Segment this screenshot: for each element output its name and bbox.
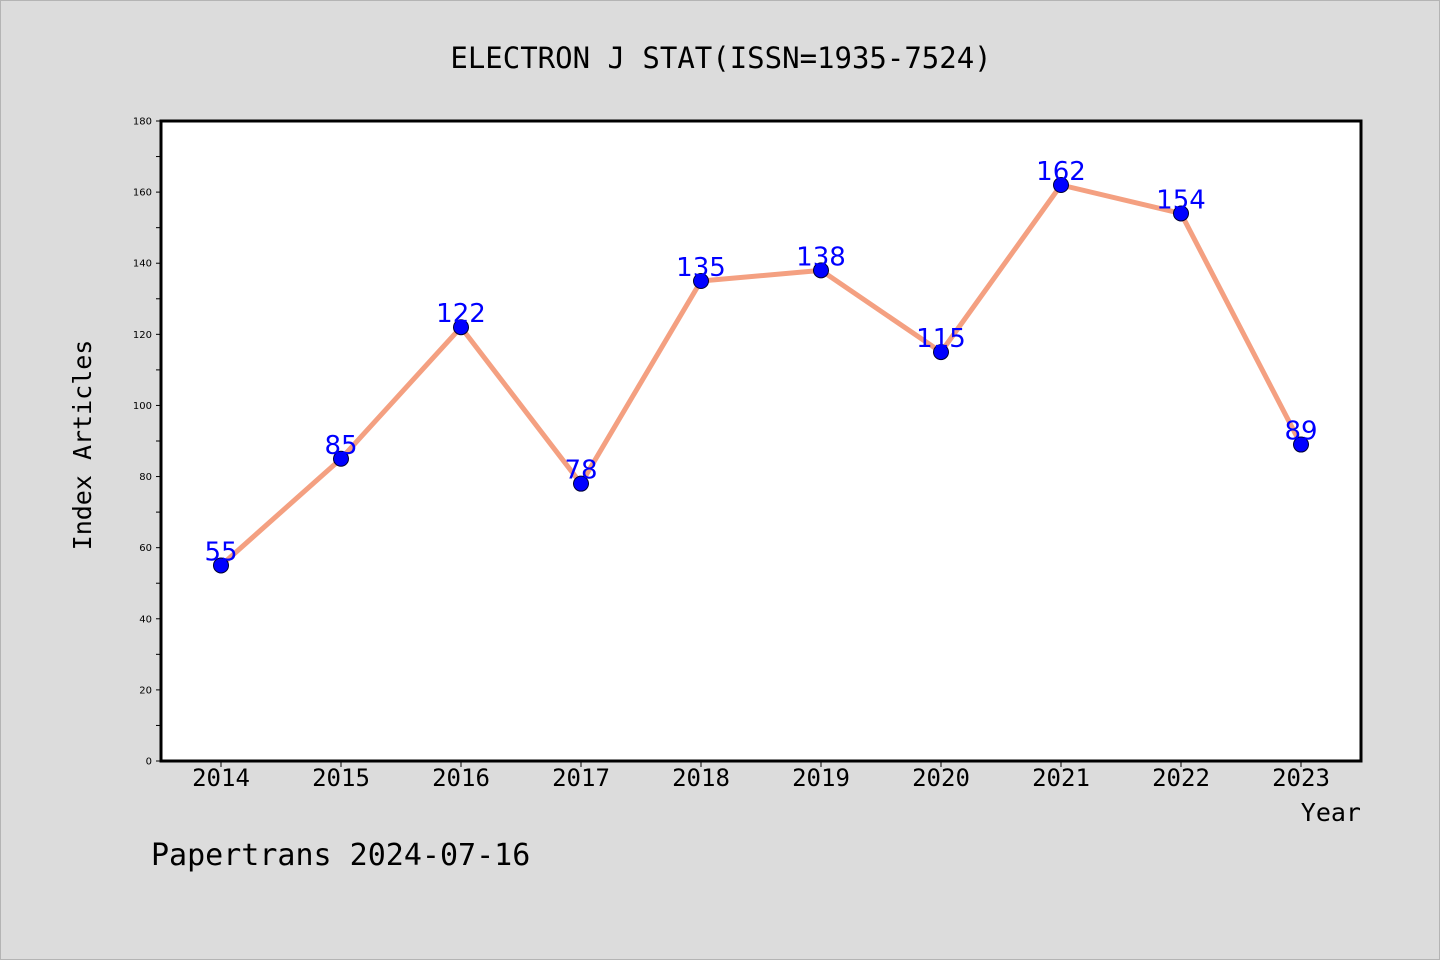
y-tick-label: 20: [139, 685, 152, 696]
footer-credit: Papertrans 2024-07-16: [151, 838, 530, 873]
x-tick-label: 2020: [912, 764, 970, 792]
data-point: [573, 475, 589, 492]
data-point: [333, 450, 349, 467]
data-point: [213, 557, 229, 574]
x-axis-label: Year: [1301, 798, 1361, 827]
data-point: [933, 344, 949, 361]
y-tick-label: 40: [139, 614, 152, 625]
data-label: 122: [436, 299, 486, 329]
y-tick-label: 100: [133, 401, 152, 412]
x-tick-label: 2014: [192, 764, 250, 792]
data-label: 78: [564, 456, 597, 486]
data-label: 55: [204, 537, 237, 567]
y-tick-label: 0: [146, 757, 152, 768]
series-line: [218, 182, 1304, 568]
data-labels: 55 85 122 78 135 138 115 162 154 89: [204, 157, 1317, 567]
data-label: 89: [1284, 417, 1317, 447]
data-point: [1053, 177, 1069, 193]
y-tick-label: 60: [139, 543, 152, 554]
data-label: 135: [676, 253, 726, 283]
data-label: 85: [324, 431, 357, 461]
x-tick-label: 2018: [672, 764, 730, 792]
data-label: 162: [1036, 157, 1086, 187]
y-tick-label: 180: [133, 117, 152, 128]
data-point: [693, 273, 709, 289]
x-tick-label: 2015: [312, 764, 370, 792]
data-label: 138: [796, 242, 846, 272]
y-tick-label: 80: [139, 472, 152, 483]
data-label: 154: [1156, 185, 1206, 215]
data-point: [813, 262, 829, 279]
x-tick-label: 2016: [432, 764, 490, 792]
series-line-group: [213, 177, 1309, 574]
data-label: 115: [916, 324, 966, 354]
data-point: [1293, 436, 1309, 453]
y-tick-label: 120: [133, 330, 152, 341]
x-axis: 2014 2015 2016 2017 2018 2019 2020 2021 2022 2023: [192, 761, 1330, 792]
chart-title: ELECTRON J STAT(ISSN=1935-7524): [450, 41, 991, 75]
y-tick-label: 160: [133, 188, 152, 199]
x-tick-label: 2021: [1032, 764, 1090, 792]
data-point: [1173, 205, 1189, 222]
y-axis: 0 20 40 60 80 100 120 140 160 180: [133, 117, 161, 768]
x-tick-label: 2023: [1272, 764, 1330, 792]
x-tick-label: 2019: [792, 764, 850, 792]
y-tick-label: 140: [133, 259, 152, 270]
plot-area: [159, 119, 1363, 763]
x-tick-label: 2017: [552, 764, 610, 792]
data-point: [453, 319, 469, 336]
x-tick-label: 2022: [1152, 764, 1210, 792]
y-axis-label: Index Articles: [68, 340, 97, 551]
